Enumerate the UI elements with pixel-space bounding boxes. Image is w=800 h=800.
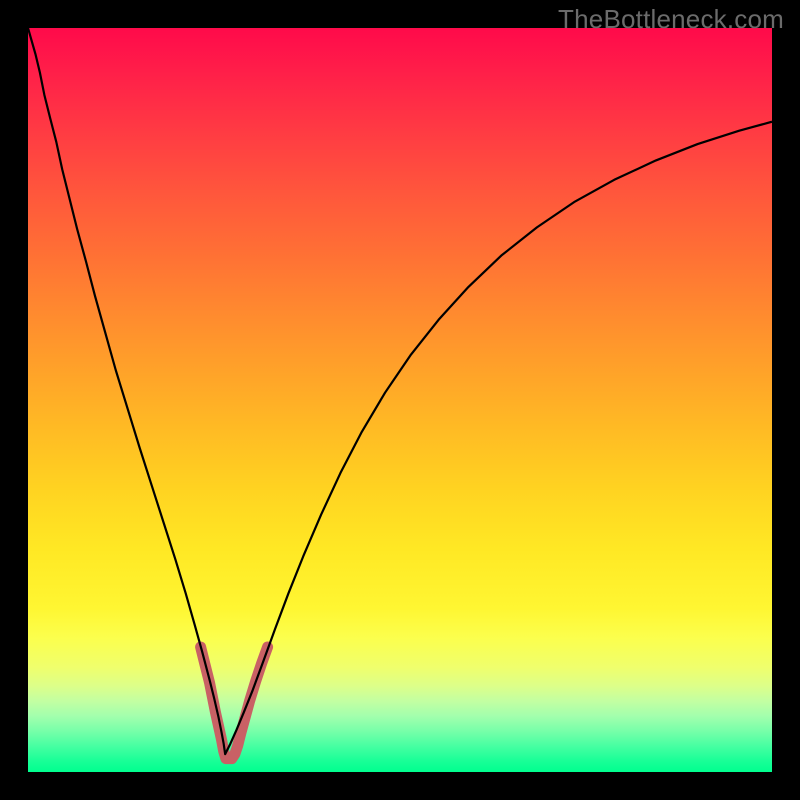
highlight-segment bbox=[201, 647, 268, 759]
plot-area bbox=[28, 28, 772, 772]
bottleneck-curve bbox=[28, 28, 772, 754]
plot-svg bbox=[28, 28, 772, 772]
watermark-text: TheBottleneck.com bbox=[558, 4, 784, 35]
chart-canvas: TheBottleneck.com bbox=[0, 0, 800, 800]
